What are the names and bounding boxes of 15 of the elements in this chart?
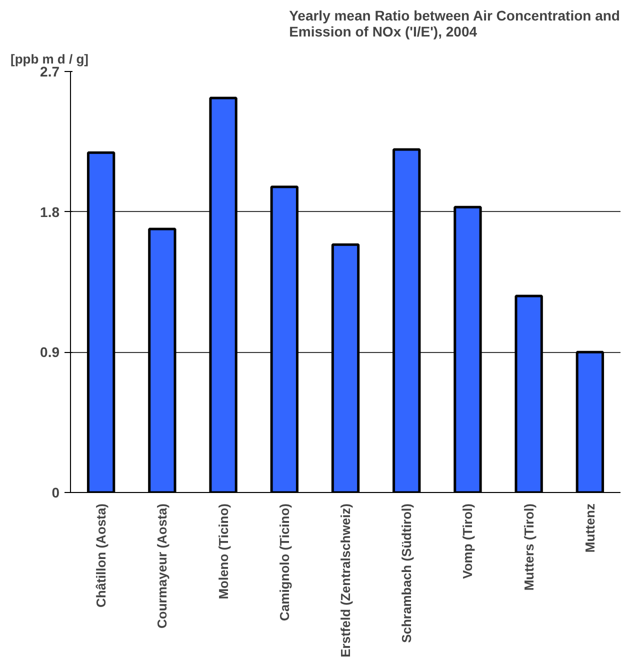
y-tick-label: 0.9 (40, 344, 60, 360)
x-tick-label: Muttenz (582, 503, 598, 553)
x-tick-label: Schrambach (Südtirol) (399, 503, 414, 643)
x-tick-label: Camignolo (Ticino) (276, 503, 292, 621)
x-tick-label: Mutters (Tirol) (521, 503, 536, 591)
chart-title: Yearly mean Ratio between Air Concentration and Emission of NOx ('I/E'), 2004 (289, 8, 620, 40)
x-tick-label: Courmayeur (Aosta) (154, 504, 170, 628)
y-tick-label: 1.8 (40, 204, 60, 220)
y-tick-label: 2.7 (40, 64, 60, 80)
y-tick-label: 0 (52, 484, 60, 500)
x-tick-label: Moleno (Ticino) (216, 503, 231, 600)
x-tick-label: Erstfeld (Zentralschweiz) (338, 503, 353, 658)
y-axis-title: [ppb m d / g] (10, 52, 88, 66)
x-tick-label: Châtillon (Aosta) (94, 503, 109, 608)
x-tick-label: Vomp (Tirol) (460, 503, 476, 579)
